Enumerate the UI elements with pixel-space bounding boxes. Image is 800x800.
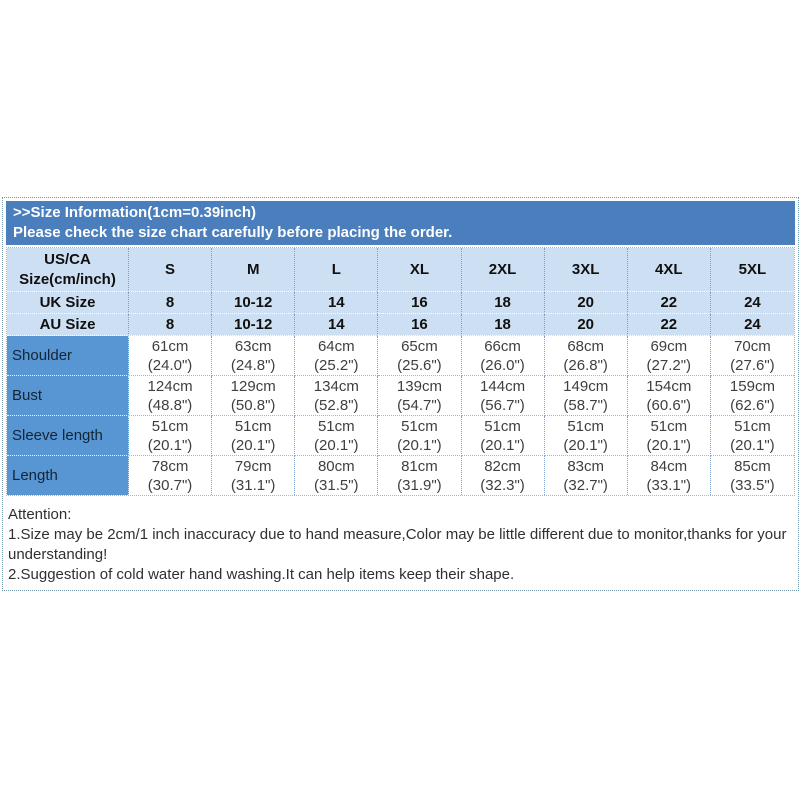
au-size-value: 24 xyxy=(710,314,794,336)
bust-value: 149cm (58.7") xyxy=(544,376,628,416)
size-info-panel: >>Size Information(1cm=0.39inch) Please … xyxy=(2,197,799,591)
sleeve-length-value: 51cm (20.1") xyxy=(544,416,628,456)
bust-value: 144cm (56.7") xyxy=(461,376,545,416)
shoulder-value: 61cm (24.0") xyxy=(129,336,213,376)
shoulder-value: 68cm (26.8") xyxy=(544,336,628,376)
length-value: 82cm (32.3") xyxy=(461,456,545,495)
sleeve-length-value: 51cm (20.1") xyxy=(710,416,794,456)
sleeve-length-row-label: Sleeve length xyxy=(7,416,129,456)
corner-header-cell: US/CA Size(cm/inch) xyxy=(7,248,129,292)
length-value: 84cm (33.1") xyxy=(627,456,711,495)
size-column-header: XL xyxy=(378,248,462,292)
length-value: 81cm (31.9") xyxy=(378,456,462,495)
size-header-row: US/CA Size(cm/inch) S M L XL 2XL 3XL 4XL… xyxy=(7,248,794,292)
sleeve-length-value: 51cm (20.1") xyxy=(461,416,545,456)
attention-block: Attention: 1.Size may be 2cm/1 inch inac… xyxy=(6,505,795,587)
au-size-label: AU Size xyxy=(7,314,129,336)
uk-size-value: 22 xyxy=(627,292,711,314)
size-info-subtitle: Please check the size chart carefully be… xyxy=(13,224,453,241)
length-row-label: Length xyxy=(7,456,129,495)
size-column-header: 5XL xyxy=(710,248,794,292)
au-size-value: 18 xyxy=(461,314,545,336)
shoulder-value: 64cm (25.2") xyxy=(295,336,379,376)
shoulder-value: 70cm (27.6") xyxy=(710,336,794,376)
size-column-header: L xyxy=(295,248,379,292)
uk-size-row: UK Size 8 10-12 14 16 18 20 22 24 xyxy=(7,292,794,314)
length-value: 83cm (32.7") xyxy=(544,456,628,495)
attention-note-1: 1.Size may be 2cm/1 inch inaccuracy due … xyxy=(8,526,787,543)
shoulder-row: Shoulder 61cm (24.0") 63cm (24.8") 64cm (25… xyxy=(7,336,794,376)
attention-note-1-continued: understanding! xyxy=(8,546,108,563)
sleeve-length-value: 51cm (20.1") xyxy=(129,416,213,456)
size-column-header: 2XL xyxy=(461,248,545,292)
au-size-value: 14 xyxy=(295,314,379,336)
uk-size-value: 14 xyxy=(295,292,379,314)
size-column-header: M xyxy=(212,248,296,292)
au-size-value: 20 xyxy=(544,314,628,336)
size-column-header: 3XL xyxy=(544,248,628,292)
attention-title: Attention: xyxy=(8,506,72,523)
shoulder-value: 63cm (24.8") xyxy=(212,336,296,376)
bust-value: 129cm (50.8") xyxy=(212,376,296,416)
length-value: 78cm (30.7") xyxy=(129,456,213,495)
corner-line2: Size(cm/inch) xyxy=(19,270,116,288)
au-size-value: 10-12 xyxy=(212,314,296,336)
bust-value: 134cm (52.8") xyxy=(295,376,379,416)
size-chart-table: US/CA Size(cm/inch) S M L XL 2XL 3XL 4XL… xyxy=(7,248,794,495)
length-value: 85cm (33.5") xyxy=(710,456,794,495)
uk-size-value: 16 xyxy=(378,292,462,314)
length-value: 80cm (31.5") xyxy=(295,456,379,495)
shoulder-value: 69cm (27.2") xyxy=(627,336,711,376)
length-value: 79cm (31.1") xyxy=(212,456,296,495)
uk-size-label: UK Size xyxy=(7,292,129,314)
au-size-row: AU Size 8 10-12 14 16 18 20 22 24 xyxy=(7,314,794,336)
bust-row: Bust 124cm (48.8") 129cm (50.8") 134cm (52.… xyxy=(7,376,794,416)
size-info-title: >>Size Information(1cm=0.39inch) xyxy=(13,204,256,221)
uk-size-value: 8 xyxy=(129,292,213,314)
size-chart-table-wrapper: US/CA Size(cm/inch) S M L XL 2XL 3XL 4XL… xyxy=(6,247,795,496)
bust-value: 159cm (62.6") xyxy=(710,376,794,416)
bust-value: 124cm (48.8") xyxy=(129,376,213,416)
au-size-value: 16 xyxy=(378,314,462,336)
length-row: Length 78cm (30.7") 79cm (31.1") 80cm (31.5… xyxy=(7,456,794,495)
au-size-value: 8 xyxy=(129,314,213,336)
bust-value: 139cm (54.7") xyxy=(378,376,462,416)
bust-row-label: Bust xyxy=(7,376,129,416)
size-column-header: 4XL xyxy=(627,248,711,292)
corner-line1: US/CA xyxy=(44,250,91,268)
uk-size-value: 20 xyxy=(544,292,628,314)
sleeve-length-value: 51cm (20.1") xyxy=(212,416,296,456)
sleeve-length-row: Sleeve length 51cm (20.1") 51cm (20.1") 51… xyxy=(7,416,794,456)
uk-size-value: 18 xyxy=(461,292,545,314)
uk-size-value: 10-12 xyxy=(212,292,296,314)
size-info-header: >>Size Information(1cm=0.39inch) Please … xyxy=(6,201,795,245)
shoulder-value: 66cm (26.0") xyxy=(461,336,545,376)
sleeve-length-value: 51cm (20.1") xyxy=(378,416,462,456)
bust-value: 154cm (60.6") xyxy=(627,376,711,416)
attention-note-2: 2.Suggestion of cold water hand washing.… xyxy=(8,566,515,583)
uk-size-value: 24 xyxy=(710,292,794,314)
shoulder-row-label: Shoulder xyxy=(7,336,129,376)
size-column-header: S xyxy=(129,248,213,292)
shoulder-value: 65cm (25.6") xyxy=(378,336,462,376)
sleeve-length-value: 51cm (20.1") xyxy=(295,416,379,456)
sleeve-length-value: 51cm (20.1") xyxy=(627,416,711,456)
au-size-value: 22 xyxy=(627,314,711,336)
